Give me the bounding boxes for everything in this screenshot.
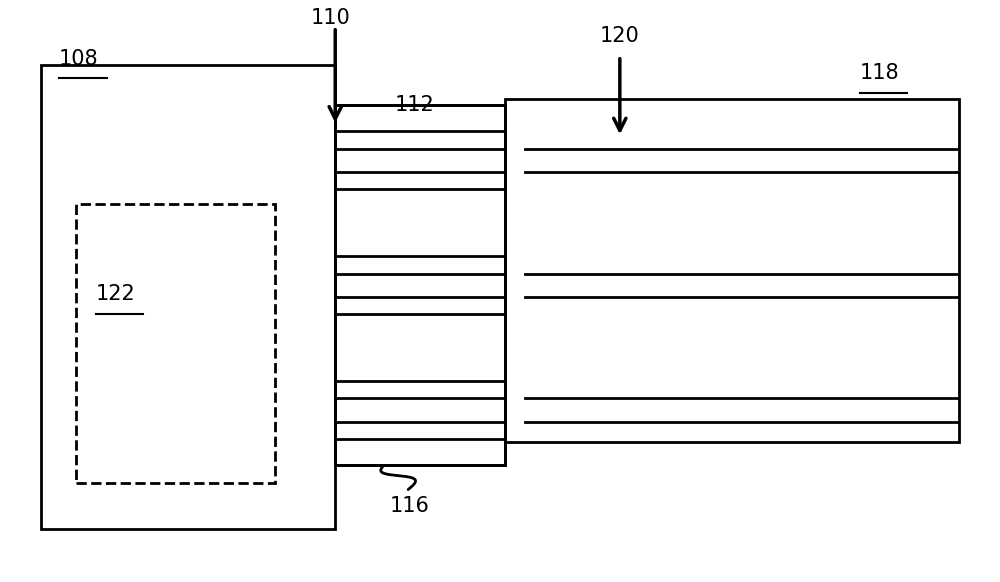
- Bar: [335, 105, 505, 465]
- Bar: [76, 204, 275, 482]
- Text: 114: 114: [435, 133, 475, 153]
- Bar: [335, 256, 505, 314]
- Text: 108: 108: [59, 49, 98, 69]
- Bar: [335, 132, 505, 189]
- Text: 110: 110: [310, 8, 350, 28]
- Bar: [335, 381, 505, 439]
- Text: 118: 118: [860, 63, 899, 83]
- Bar: [505, 100, 959, 442]
- Text: 116: 116: [390, 496, 430, 516]
- Bar: [41, 65, 335, 529]
- Text: 122: 122: [96, 284, 135, 304]
- Bar: [505, 100, 959, 442]
- Bar: [335, 105, 505, 465]
- Text: 120: 120: [600, 26, 640, 45]
- Text: 112: 112: [395, 95, 435, 115]
